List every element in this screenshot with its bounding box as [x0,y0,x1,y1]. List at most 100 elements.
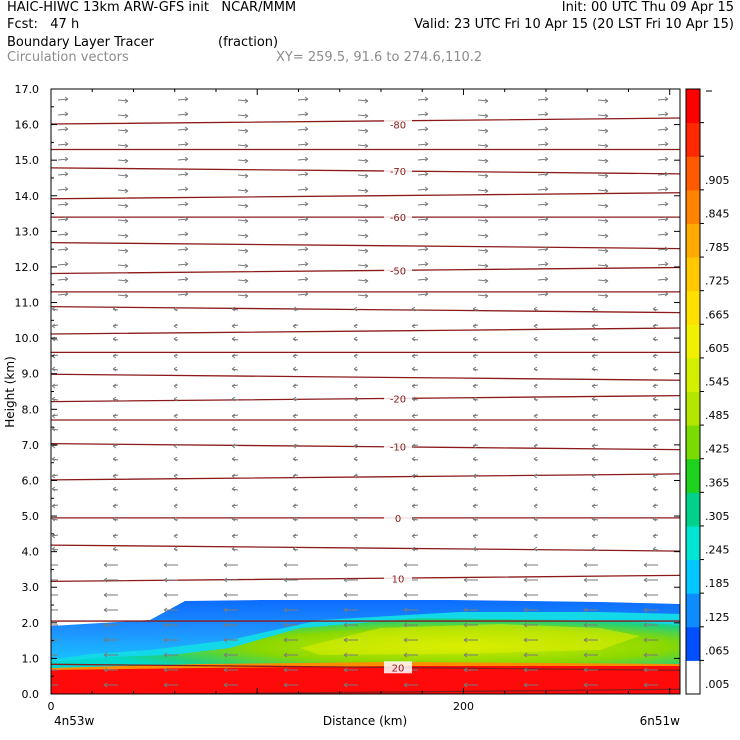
circulation-vector [292,383,299,389]
circulation-vector [411,456,419,462]
circulation-vector [463,562,478,568]
circulation-vector [231,413,239,419]
circulation-vector [417,126,429,132]
circulation-vector [583,562,598,568]
circulation-vector [583,637,598,643]
circulation-vector [597,98,609,104]
circulation-vector [51,413,59,419]
circulation-vector [297,111,309,117]
circulation-vector [411,533,419,539]
circulation-vector [591,473,599,479]
colorbar-swatch [686,189,700,224]
circulation-vector [177,111,189,117]
circulation-vector [523,652,538,658]
circulation-vector [353,456,359,462]
circulation-vector [231,533,239,539]
circulation-vector [237,128,249,134]
circulation-vector [591,486,599,492]
circulation-vector [537,201,549,207]
circulation-vector [112,413,119,419]
circulation-vector [297,96,309,102]
circulation-vector [353,503,359,509]
circulation-vector [583,622,598,628]
circulation-vector [583,592,598,598]
circulation-vector [237,203,249,209]
circulation-vector [51,426,59,432]
circulation-vector [477,143,489,149]
circulation-vector [411,323,419,329]
circulation-vector [103,682,118,688]
circulation-vector [591,546,599,552]
circulation-vector [283,607,298,613]
circulation-vector [477,233,489,239]
circulation-vector [537,141,549,147]
circulation-vector [231,306,239,312]
circulation-vector [657,261,669,267]
contour-label-bg [384,440,412,453]
circulation-vector [283,577,298,583]
circulation-vector [117,128,129,134]
circulation-vector [643,577,658,583]
circulation-vector [177,246,189,252]
circulation-vector [357,263,369,269]
circulation-vector [477,203,489,209]
circulation-vector [117,248,129,254]
circulation-vector [357,173,369,179]
circulation-vector [537,291,549,297]
circulation-vector [597,203,609,209]
colorbar-swatch [686,492,700,527]
circulation-vector [597,233,609,239]
circulation-vector [657,276,669,282]
circulation-vector [463,637,478,643]
circulation-vector [537,126,549,132]
circulation-vector [657,126,669,132]
y-tick-label: 12.0 [15,261,40,274]
circulation-vector [353,546,359,552]
circulation-vector [477,218,489,224]
circulation-vector [652,426,659,432]
circulation-vector [292,323,299,329]
circulation-vector [537,261,549,267]
circulation-vector [657,291,669,297]
colorbar-swatch [686,425,700,460]
circulation-vector [57,96,69,102]
circulation-vector [357,143,369,149]
circulation-vector [357,293,369,299]
y-tick-label: 14.0 [15,190,40,203]
circulation-vector [477,263,489,269]
circulation-vector [411,353,419,359]
circulation-vector [51,533,59,539]
circulation-vector [103,652,118,658]
circulation-vector [353,353,359,359]
circulation-vector [353,413,359,419]
contour-label: -60 [390,213,406,224]
header-left-line1: HAIC-HIWC 13km ARW-GFS init NCAR/MMM [7,0,297,15]
circulation-vector [533,353,539,359]
field-units: (fraction) [218,35,279,50]
circulation-vector [223,592,238,598]
isotherm-line [51,192,680,200]
circulation-vector [643,607,658,613]
circulation-vector [472,516,479,522]
circulation-vector [112,396,119,402]
circulation-vector [292,456,299,462]
circulation-vector [112,336,119,342]
circulation-vector [343,682,358,688]
circulation-vector [357,98,369,104]
circulation-vector [353,486,359,492]
circulation-vector [353,533,359,539]
circulation-vector [417,291,429,297]
circulation-vector [643,682,658,688]
vector-name: Circulation vectors [7,50,129,65]
circulation-vector [177,141,189,147]
circulation-vector [472,366,479,372]
circulation-vector [477,173,489,179]
x-tick-label: 0 [48,700,55,713]
circulation-vector [643,637,658,643]
circulation-vector [237,173,249,179]
contour-label: 20 [392,663,405,674]
circulation-vector [223,622,238,628]
circulation-vector [537,96,549,102]
circulation-vector [353,426,359,432]
circulation-vector [657,186,669,192]
